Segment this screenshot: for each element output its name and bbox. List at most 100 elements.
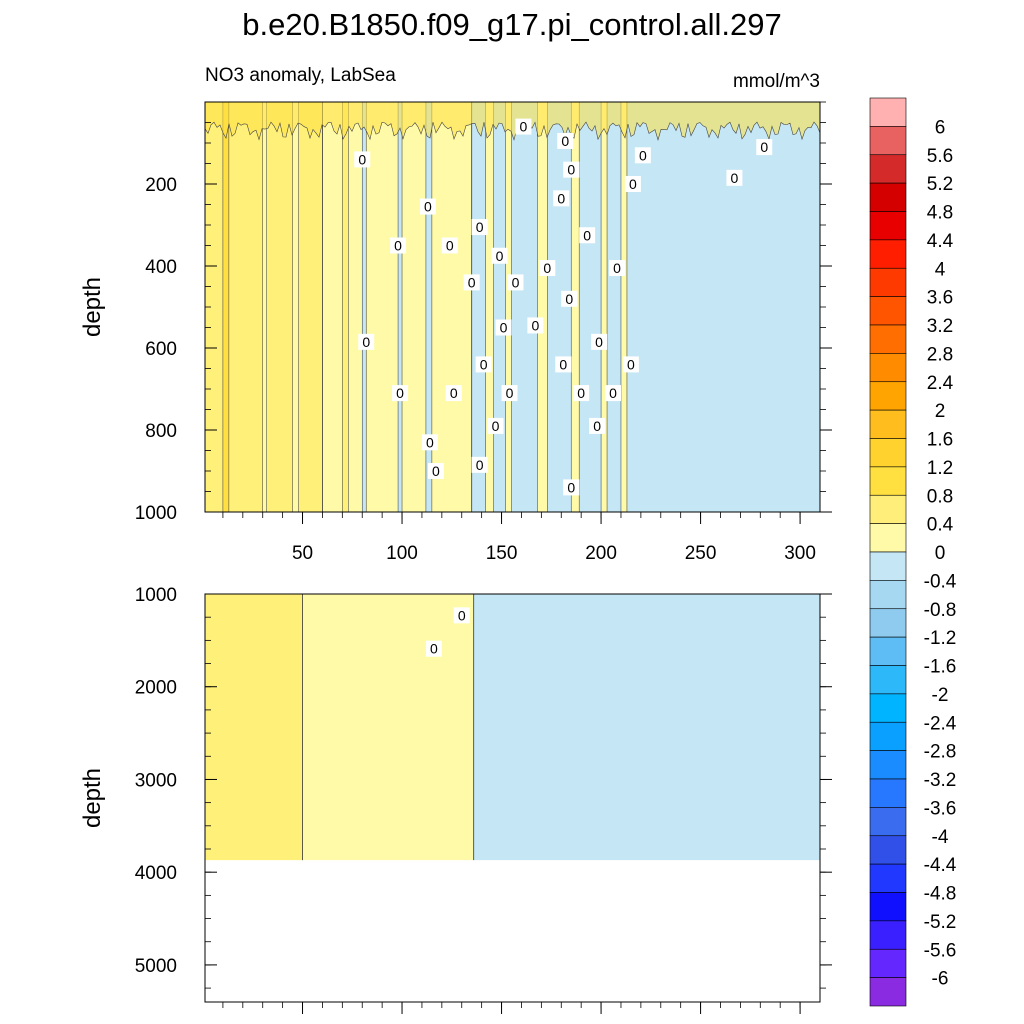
streak-8 bbox=[505, 101, 512, 513]
contour-label-9: 0 bbox=[557, 190, 565, 206]
contour-label-box-17 bbox=[463, 274, 480, 291]
contour-label-box-25 bbox=[555, 356, 572, 373]
contour-label-box-8 bbox=[419, 198, 436, 215]
y-tick-label-3: 800 bbox=[145, 421, 177, 442]
contour-label-box-27 bbox=[392, 385, 409, 402]
y-tick-label-2: 3000 bbox=[135, 770, 177, 791]
contour-label-15: 0 bbox=[543, 260, 551, 276]
colorbar-label-18: -1.2 bbox=[924, 628, 957, 649]
contour-label-box-33 bbox=[589, 417, 606, 434]
colorbar-label-1: 5.6 bbox=[927, 146, 953, 167]
colorbar-label-6: 3.6 bbox=[927, 288, 953, 309]
colorbar-label-17: -0.8 bbox=[924, 600, 957, 621]
colorbar-label-27: -4.8 bbox=[924, 884, 957, 905]
contour-label-20: 0 bbox=[500, 320, 508, 336]
contour-label-box-36 bbox=[471, 456, 488, 473]
colorbar-box-27 bbox=[869, 863, 907, 893]
colorbar-box-11 bbox=[869, 409, 907, 439]
colorbar-box-4 bbox=[869, 211, 907, 241]
contour-label-box-32 bbox=[487, 417, 504, 434]
contour-label-2: 0 bbox=[358, 151, 366, 167]
contour-label-box-6 bbox=[756, 139, 773, 156]
colorbar-label-28: -5.2 bbox=[924, 912, 957, 933]
colorbar-label-5: 4 bbox=[935, 259, 946, 280]
colorbar-box-13 bbox=[869, 466, 907, 496]
colorbar-box-25 bbox=[869, 807, 907, 837]
colorbar-label-14: 0.4 bbox=[927, 515, 954, 536]
contour-label-35: 0 bbox=[432, 463, 440, 479]
y-tick-label-2: 600 bbox=[145, 339, 177, 360]
contour-label-box-37 bbox=[563, 479, 580, 496]
contour-label-box-16 bbox=[608, 260, 625, 277]
contour-label-33: 0 bbox=[593, 418, 601, 434]
colorbar-label-22: -2.8 bbox=[924, 742, 957, 763]
colorbar-label-23: -3.2 bbox=[924, 770, 957, 791]
contour-label-box-24 bbox=[475, 356, 492, 373]
contour-label-box-7 bbox=[726, 169, 743, 186]
colorbar-box-29 bbox=[869, 920, 907, 950]
contour-label-14: 0 bbox=[496, 248, 504, 264]
colorbar-label-15: 0 bbox=[935, 543, 946, 564]
contour-label-box-13 bbox=[441, 237, 458, 254]
contour-label-box-18 bbox=[507, 274, 524, 291]
contour-label-22: 0 bbox=[362, 334, 370, 350]
colorbar-label-10: 2 bbox=[935, 401, 946, 422]
contour-label-box-15 bbox=[539, 260, 556, 277]
contour-label-box-19 bbox=[561, 290, 578, 307]
contour-label-29: 0 bbox=[506, 385, 514, 401]
contour-label-box-14 bbox=[491, 247, 508, 264]
colorbar-label-7: 3.2 bbox=[927, 316, 953, 337]
contour-label-box-12 bbox=[390, 237, 407, 254]
contour-label-1: 0 bbox=[561, 133, 569, 149]
colorbar-box-23 bbox=[869, 750, 907, 780]
colorbar-box-6 bbox=[869, 267, 907, 297]
contour-label-box-2 bbox=[354, 151, 371, 168]
y-tick-label-0: 200 bbox=[145, 175, 177, 196]
contour-label-6: 0 bbox=[760, 139, 768, 155]
contour-label-box-0 bbox=[515, 118, 532, 135]
contour-label-1: 0 bbox=[430, 641, 438, 657]
contour-label-box-1 bbox=[425, 640, 442, 657]
contour-label-13: 0 bbox=[446, 238, 454, 254]
colorbar-label-21: -2.4 bbox=[924, 713, 957, 734]
streak-7 bbox=[485, 101, 494, 513]
contour-label-28: 0 bbox=[450, 385, 458, 401]
y-tick-label-1: 400 bbox=[145, 257, 177, 278]
colorbar-label-12: 1.2 bbox=[927, 458, 953, 479]
x-tick-label-4: 250 bbox=[685, 543, 717, 564]
colorbar-box-9 bbox=[869, 353, 907, 383]
colorbar-box-3 bbox=[869, 182, 907, 212]
contour-label-box-9 bbox=[553, 190, 570, 207]
contour-label-box-11 bbox=[579, 227, 596, 244]
contour-label-0: 0 bbox=[520, 119, 528, 135]
chart-units: mmol/m^3 bbox=[733, 71, 820, 92]
colorbar-label-26: -4.4 bbox=[924, 855, 957, 876]
colorbar-box-30 bbox=[869, 948, 907, 978]
colorbar-label-4: 4.4 bbox=[927, 231, 954, 252]
colorbar-box-10 bbox=[869, 381, 907, 411]
colorbar-label-19: -1.6 bbox=[924, 657, 957, 678]
contour-label-12: 0 bbox=[394, 238, 402, 254]
streak-0 bbox=[222, 101, 230, 513]
streak-1 bbox=[262, 101, 267, 513]
contour-label-box-4 bbox=[634, 147, 651, 164]
colorbar-label-0: 6 bbox=[935, 117, 946, 138]
contour-label-0: 0 bbox=[458, 607, 466, 623]
colorbar-box-19 bbox=[869, 636, 907, 666]
streak-2 bbox=[292, 101, 299, 513]
contour-label-36: 0 bbox=[476, 457, 484, 473]
contour-label-10: 0 bbox=[476, 219, 484, 235]
contour-label-box-34 bbox=[421, 434, 438, 451]
colorbar-box-12 bbox=[869, 438, 907, 468]
contour-label-31: 0 bbox=[609, 385, 617, 401]
contour-label-27: 0 bbox=[396, 385, 404, 401]
region-2 bbox=[471, 102, 820, 512]
contour-label-box-23 bbox=[591, 333, 608, 350]
colorbar-box-0 bbox=[869, 97, 907, 127]
chart-title: b.e20.B1850.f09_g17.pi_control.all.297 bbox=[242, 7, 782, 42]
contour-label-box-0 bbox=[453, 607, 470, 624]
contour-label-17: 0 bbox=[468, 274, 476, 290]
colorbar-label-9: 2.4 bbox=[927, 373, 954, 394]
